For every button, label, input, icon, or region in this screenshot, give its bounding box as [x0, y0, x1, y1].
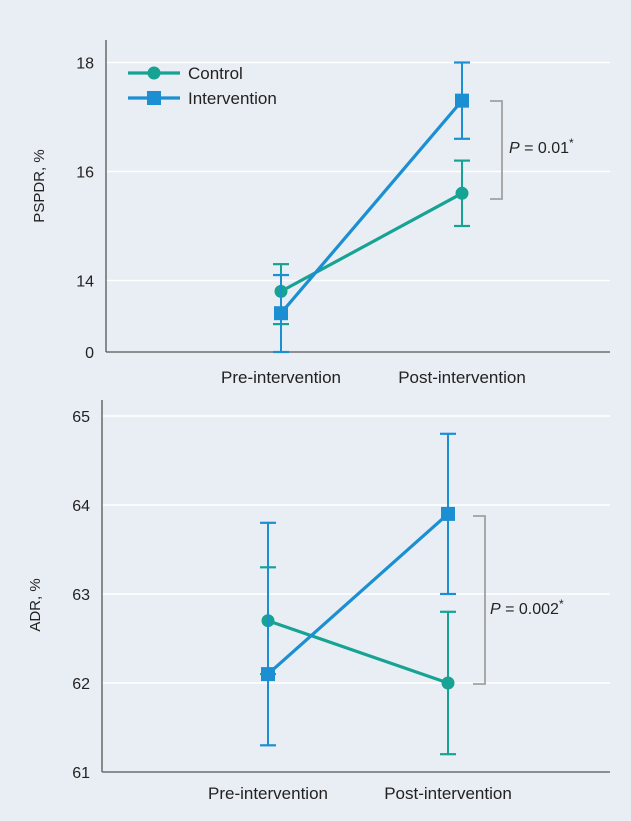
p-star: * — [559, 597, 564, 611]
data-point-square — [455, 93, 469, 108]
y-tick-label: 65 — [72, 409, 90, 426]
y-tick-label: 14 — [76, 274, 94, 291]
p-symbol: P — [490, 601, 501, 618]
series-line-control — [280, 191, 463, 293]
p-value: = 0.01 — [520, 140, 569, 157]
x-tick-label: Post-intervention — [384, 784, 512, 803]
legend-label: Intervention — [188, 89, 277, 108]
series-line-intervention — [279, 99, 464, 315]
data-point-square — [261, 667, 275, 682]
p-value-annotation: P = 0.01* — [509, 136, 574, 157]
chart-panel-2: 61 62 63 64 65 ADR, % Pre-intervention Post-int… — [27, 400, 610, 803]
series-line-control — [267, 619, 449, 685]
p-star: * — [569, 136, 574, 150]
y-tick-label: 61 — [72, 765, 90, 782]
y-tick-label: 64 — [72, 498, 90, 515]
series-line-intervention — [266, 512, 450, 676]
y-tick-label: 62 — [72, 676, 90, 693]
data-point-square — [441, 506, 455, 521]
data-point-circle — [455, 186, 469, 200]
x-tick-label: Pre-intervention — [221, 368, 341, 387]
p-symbol: P — [509, 140, 520, 157]
y-tick-label: 18 — [76, 56, 94, 73]
y-tick-label: 63 — [72, 587, 90, 604]
legend-label: Control — [188, 64, 243, 83]
y-tick-label: 16 — [76, 165, 94, 182]
p-value: = 0.002 — [501, 601, 559, 618]
x-tick-label: Pre-intervention — [208, 784, 328, 803]
y-axis-label: ADR, % — [27, 578, 44, 631]
legend-marker-square — [147, 91, 161, 105]
significance-bracket — [473, 515, 486, 685]
y-tick-label: 0 — [85, 345, 94, 362]
data-point-square — [274, 306, 288, 321]
y-axis-label: PSPDR, % — [31, 149, 48, 222]
legend-marker-circle — [147, 66, 161, 80]
significance-bracket — [490, 100, 503, 200]
x-tick-label: Post-intervention — [398, 368, 526, 387]
chart-panel-1: 0 14 16 18 PSPDR, % Pre-intervention Post-inte… — [31, 40, 610, 387]
p-value-annotation: P = 0.002* — [490, 597, 564, 618]
data-point-circle — [441, 676, 455, 690]
